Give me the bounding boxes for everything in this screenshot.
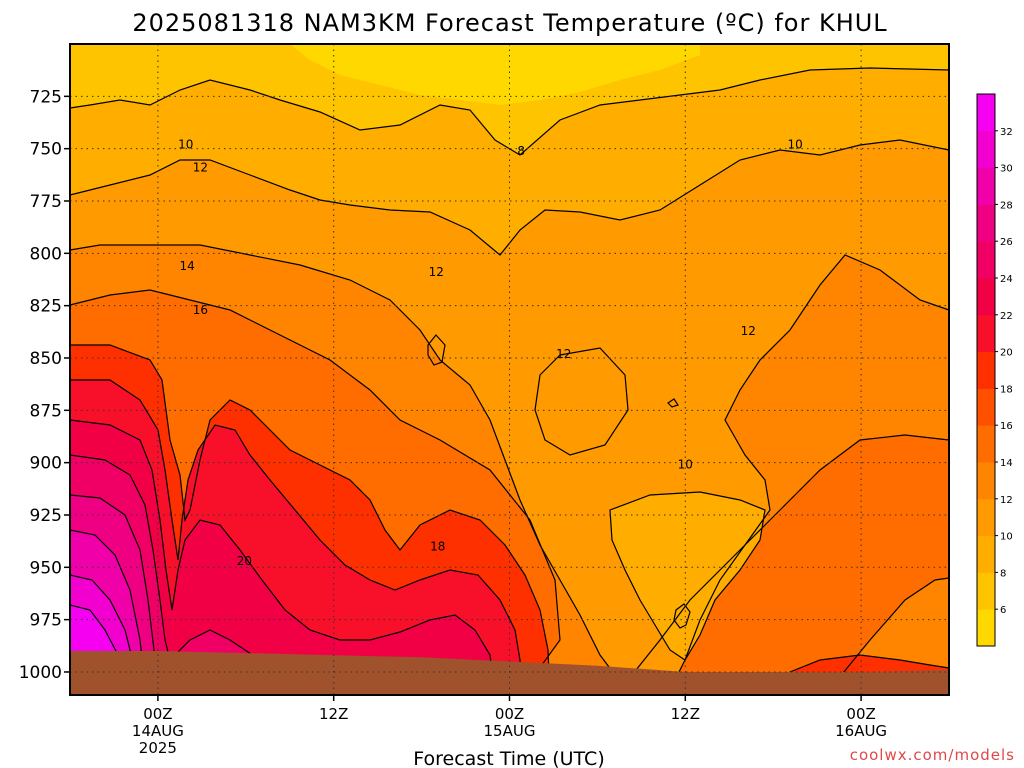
colorbar-frame bbox=[976, 93, 996, 647]
x-tick-label: 2025 bbox=[139, 739, 177, 757]
y-tick-label: 925 bbox=[30, 506, 62, 526]
contour-label: 12 bbox=[741, 324, 756, 338]
field-band-22-24 bbox=[70, 420, 495, 695]
field-band-6-8 bbox=[290, 44, 700, 105]
colorbar-tick-label: 24 bbox=[1000, 274, 1013, 285]
grid-lines bbox=[70, 44, 949, 695]
contour-label: 12 bbox=[556, 347, 571, 361]
x-tick-label: 12Z bbox=[319, 705, 348, 723]
colorbar-swatch bbox=[977, 609, 995, 647]
contour-line-10 bbox=[69, 139, 950, 256]
colorbar-swatch bbox=[977, 351, 995, 389]
contour-label: 18 bbox=[430, 539, 445, 553]
contour-label: 16 bbox=[193, 303, 208, 317]
contour-line-8 bbox=[69, 67, 950, 156]
colorbar-tick-label: 28 bbox=[1000, 200, 1013, 211]
contour-line-12-island bbox=[534, 347, 629, 456]
y-tick-label: 950 bbox=[30, 558, 62, 578]
contour-line-10-island bbox=[609, 491, 766, 661]
x-tick-label: 16AUG bbox=[835, 722, 887, 740]
y-tick-label: 825 bbox=[30, 297, 62, 317]
contour-label: 10 bbox=[678, 458, 693, 472]
colorbar-tick-label: 8 bbox=[1000, 568, 1006, 579]
contour-label: 12 bbox=[193, 161, 208, 175]
x-tick-label: 00Z bbox=[495, 705, 524, 723]
y-tick-label: 850 bbox=[30, 349, 62, 369]
contour-label: 14 bbox=[180, 259, 195, 273]
colorbar-tick-label: 16 bbox=[1000, 421, 1013, 432]
contour-line-12-east bbox=[654, 254, 950, 696]
y-axis: 725 750 775 800 825 850 875 900 925 950 975 1000 bbox=[19, 87, 70, 683]
contour-label: 10 bbox=[178, 137, 193, 151]
colorbar-tick-label: 12 bbox=[1000, 495, 1013, 506]
x-axis-label: Forecast Time (UTC) bbox=[413, 748, 604, 768]
y-tick-label: 775 bbox=[30, 192, 62, 212]
x-tick-label: 00Z bbox=[143, 705, 172, 723]
y-tick-label: 1000 bbox=[19, 663, 62, 683]
colorbar-swatch bbox=[977, 130, 995, 169]
contour-line-18 bbox=[70, 344, 551, 696]
colorbar-tick-label: 18 bbox=[1000, 384, 1013, 395]
contour-line-20 bbox=[70, 379, 523, 696]
contour-line-16-east bbox=[824, 577, 950, 696]
x-tick-label: 12Z bbox=[671, 705, 700, 723]
colorbar-tick-label: 30 bbox=[1000, 164, 1013, 175]
colorbar: 6 8 10 12 14 16 18 20 22 24 26 28 30 32 bbox=[976, 93, 1013, 647]
colorbar-swatch bbox=[977, 388, 995, 426]
colorbar-tick-label: 14 bbox=[1000, 458, 1013, 469]
y-tick-label: 800 bbox=[30, 244, 62, 264]
colorbar-tick-label: 10 bbox=[1000, 532, 1013, 543]
contour-line-26 bbox=[69, 494, 159, 696]
colorbar-swatch bbox=[977, 204, 995, 242]
contour-line-12 bbox=[69, 244, 631, 696]
colorbar-swatch bbox=[977, 241, 995, 279]
ground-fill bbox=[70, 651, 949, 695]
ground-below-surface bbox=[70, 651, 949, 695]
contour-small-loop-1 bbox=[427, 334, 446, 366]
y-tick-label: 750 bbox=[30, 140, 62, 160]
colorbar-swatch bbox=[977, 498, 995, 537]
contour-small-loop-3 bbox=[673, 603, 691, 629]
contour-label: 8 bbox=[517, 144, 525, 158]
colorbar-swatch bbox=[977, 425, 995, 463]
temperature-contours bbox=[69, 67, 950, 696]
x-tick-label: 00Z bbox=[846, 705, 875, 723]
contour-line-28 bbox=[69, 529, 147, 696]
field-blob-12-14-east bbox=[535, 348, 628, 455]
contour-label: 12 bbox=[429, 265, 444, 279]
y-tick-label: 900 bbox=[30, 454, 62, 474]
colorbar-tick-label: 20 bbox=[1000, 348, 1013, 359]
y-tick-label: 975 bbox=[30, 611, 62, 631]
contour-line-22 bbox=[69, 419, 496, 696]
colorbar-swatch bbox=[977, 462, 995, 500]
colorbar-swatch bbox=[977, 572, 995, 610]
y-tick-label: 725 bbox=[30, 87, 62, 107]
colorbar-tick-label: 32 bbox=[1000, 127, 1013, 138]
field-blob-10-12-lower bbox=[610, 492, 765, 660]
contour-small-loop-2 bbox=[667, 398, 679, 408]
contour-label: 20 bbox=[237, 554, 252, 568]
colorbar-swatch bbox=[977, 535, 995, 573]
colorbar-swatch bbox=[977, 278, 995, 316]
colorbar-tick-label: 6 bbox=[1000, 605, 1006, 616]
contour-label: 10 bbox=[788, 137, 803, 151]
colorbar-swatch bbox=[977, 94, 995, 132]
chart-title: 2025081318 NAM3KM Forecast Temperature (… bbox=[132, 9, 887, 37]
y-tick-label: 875 bbox=[30, 401, 62, 421]
colorbar-swatch bbox=[977, 167, 995, 205]
x-tick-label: 15AUG bbox=[484, 722, 536, 740]
contour-line-14-east bbox=[599, 434, 950, 696]
colorbar-tick-label: 22 bbox=[1000, 311, 1013, 322]
credit-text: coolwx.com/models bbox=[850, 746, 1015, 764]
colorbar-tick-label: 26 bbox=[1000, 237, 1013, 248]
contour-line-14 bbox=[69, 289, 561, 696]
x-tick-label: 14AUG bbox=[132, 722, 184, 740]
colorbar-swatch bbox=[977, 314, 995, 353]
